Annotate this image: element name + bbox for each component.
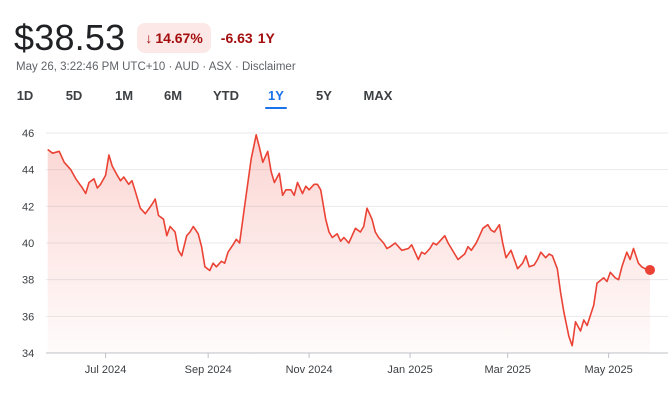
x-tick-label: Nov 2024 [286, 364, 333, 376]
y-tick-label: 40 [22, 238, 34, 250]
y-tick-label: 36 [22, 311, 34, 323]
meta-separator: · [231, 61, 242, 73]
price-area-fill [47, 134, 650, 353]
y-tick-label: 38 [22, 275, 34, 287]
change-percent: 14.67% [155, 30, 203, 46]
tab-1d[interactable]: 1D [16, 88, 34, 103]
x-tick-label: Mar 2025 [484, 364, 530, 376]
price-header: $38.53 ↓ 14.67% -6.63 1Y [14, 18, 275, 58]
tab-5d[interactable]: 5D [65, 88, 83, 103]
range-tabs: 1D 5D 1M 6M YTD 1Y 5Y MAX [16, 86, 395, 109]
change-period: 1Y [257, 30, 275, 46]
current-price: $38.53 [14, 17, 126, 58]
y-tick-label: 34 [22, 348, 34, 360]
x-tick-label: Jul 2024 [85, 364, 127, 376]
tab-5y[interactable]: 5Y [316, 88, 332, 103]
disclaimer-link[interactable]: Disclaimer [241, 61, 296, 73]
axis-layer: 34 36 38 40 42 44 46 Jul 2024 Sep 2024 Nov 2024 Ja… [22, 128, 633, 376]
y-tick-label: 44 [22, 165, 34, 177]
tab-max[interactable]: MAX [363, 88, 393, 103]
x-tick-label: May 2025 [584, 364, 632, 376]
price-series-line [47, 134, 651, 347]
tab-ytd[interactable]: YTD [213, 88, 239, 103]
area-layer [47, 134, 655, 353]
change-absolute: -6.63 [220, 30, 253, 46]
price-chart[interactable]: 34 36 38 40 42 44 46 Jul 2024 Sep 2024 Nov 2024 Ja… [0, 118, 672, 400]
meta-separator: · [199, 61, 209, 73]
quote-exchange: ASX [208, 61, 232, 73]
arrow-down-icon: ↓ [145, 30, 153, 46]
last-price-point [645, 264, 655, 275]
y-tick-label: 46 [22, 128, 34, 140]
tab-1m[interactable]: 1M [114, 88, 134, 103]
y-tick-label: 42 [22, 201, 34, 213]
change-absolute-group: -6.63 1Y [221, 30, 275, 46]
change-percent-badge: ↓ 14.67% [137, 23, 211, 53]
tab-6m[interactable]: 6M [163, 88, 183, 103]
quote-timestamp: May 26, 3:22:46 PM UTC+10 [16, 61, 166, 73]
quote-meta: May 26, 3:22:46 PM UTC+10 · AUD · ASX · … [16, 61, 296, 73]
x-tick-label: Sep 2024 [185, 364, 232, 376]
meta-separator: · [165, 61, 175, 73]
x-tick-label: Jan 2025 [387, 364, 432, 376]
quote-currency: AUD [174, 61, 200, 73]
tab-1y[interactable]: 1Y [265, 86, 287, 109]
